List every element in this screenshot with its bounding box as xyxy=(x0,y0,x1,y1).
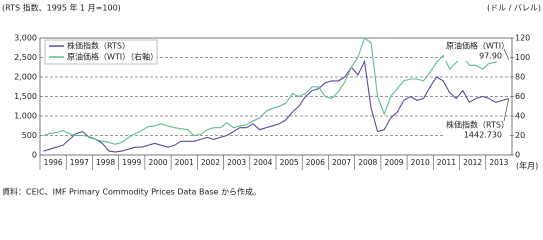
y2-tick-label: 100 xyxy=(515,53,530,62)
y-tick-label: 3,000 xyxy=(14,34,37,43)
x-tick-label: 2001 xyxy=(175,158,194,167)
series-line xyxy=(43,59,509,153)
x-tick-label: 2012 xyxy=(463,158,482,167)
annotation-value: 97.90 xyxy=(479,52,502,61)
y-tick-label: 1,000 xyxy=(14,112,37,121)
x-tick-label: 2004 xyxy=(253,158,272,167)
x-tick-label: 1998 xyxy=(96,158,115,167)
annotation-bg xyxy=(444,41,510,61)
y-tick-label: 500 xyxy=(22,131,37,140)
x-tick-label: 2011 xyxy=(437,158,456,167)
y2-tick-label: 40 xyxy=(515,112,525,121)
x-tick-label: 2006 xyxy=(306,158,325,167)
left-unit-label: (RTS 指数、1995 年 1 月=100) xyxy=(2,3,121,13)
annotation-leader xyxy=(503,48,509,60)
legend-label: 原油価格（WTI）（右軸） xyxy=(67,52,158,62)
x-tick-label: 2003 xyxy=(227,158,246,167)
x-tick-label: 1996 xyxy=(44,158,63,167)
x-tick-label: 2002 xyxy=(201,158,220,167)
annotation-bg xyxy=(444,120,510,140)
y-tick-label: 2,000 xyxy=(14,73,37,82)
chart: (RTS 指数、1995 年 1 月=100) (ドル / バレル) (年月) … xyxy=(2,3,541,197)
annotation-value: 1442.730 xyxy=(464,131,502,140)
x-unit-label: (年月) xyxy=(516,161,538,171)
annotation-leader xyxy=(503,98,510,122)
right-unit-label: (ドル / バレル) xyxy=(487,4,541,13)
x-tick-label: 2000 xyxy=(148,158,167,167)
x-tick-label: 2008 xyxy=(358,158,377,167)
y2-tick-label: 60 xyxy=(515,92,525,101)
y2-tick-label: 80 xyxy=(515,73,525,82)
x-tick-label: 2007 xyxy=(332,158,351,167)
x-tick-label: 2005 xyxy=(280,158,299,167)
annotation-text: 株価指数（RTS） xyxy=(446,120,509,130)
y2-tick-label: 20 xyxy=(515,131,525,140)
x-tick-label: 1997 xyxy=(70,158,89,167)
annotation-text: 原油価格（WTI） xyxy=(446,41,509,51)
y2-tick-label: 120 xyxy=(515,34,530,43)
y2-tick-label: 0 xyxy=(515,151,520,160)
x-tick-label: 2009 xyxy=(384,158,403,167)
y-tick-label: 1,500 xyxy=(14,92,37,101)
y-tick-label: 0 xyxy=(32,151,37,160)
series-line xyxy=(43,37,510,145)
legend-box xyxy=(44,39,158,65)
y-tick-label: 2,500 xyxy=(14,53,37,62)
x-tick-label: 2013 xyxy=(489,158,508,167)
x-tick-label: 2010 xyxy=(411,158,430,167)
page: {"chart_data": {"type": "line", "left_un… xyxy=(2,2,541,197)
x-tick-label: 1999 xyxy=(122,158,141,167)
legend-label: 株価指数（RTS） xyxy=(67,41,130,51)
source: 資料：CEIC、IMF Primary Commodity Prices Dat… xyxy=(2,187,261,197)
